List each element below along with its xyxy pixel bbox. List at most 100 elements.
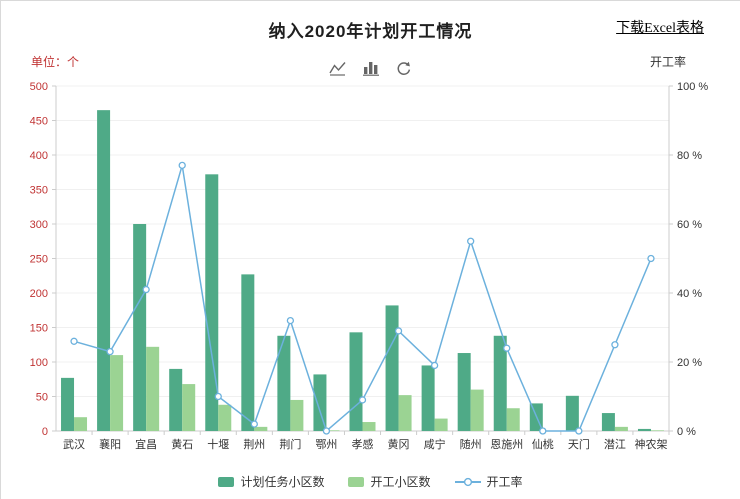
bar-plan[interactable] [205,174,219,431]
bar-plan[interactable] [241,274,255,431]
right-axis-tick-label: 20 % [677,357,702,369]
x-axis-label: 鄂州 [315,438,337,451]
bar-plan[interactable] [637,428,651,431]
rate-line-point[interactable] [178,161,186,169]
legend-swatch-plan [218,476,235,487]
legend-marker-rate-line-circle-icon [454,477,481,487]
rate-line-point[interactable] [503,344,511,352]
bar-started[interactable] [110,355,124,431]
bar-started[interactable] [182,384,196,431]
x-axis-label: 黄冈 [388,437,410,451]
legend-label-plan: 计划任务小区数 [240,475,325,489]
bar-plan[interactable] [385,305,399,431]
x-axis-label: 咸宁 [424,437,446,451]
bar-plan[interactable] [133,224,147,431]
left-axis-tick-label: 0 [42,426,48,438]
bar-plan[interactable] [169,368,183,431]
bar-started[interactable] [434,418,448,431]
bar-plan[interactable] [457,353,471,431]
rate-line-point[interactable] [250,420,258,428]
refresh-icon[interactable] [394,59,413,78]
legend-label-rate: 开工率 [486,475,523,489]
rate-line-point[interactable] [647,254,655,263]
bar-started[interactable] [254,426,268,431]
right-axis-tick-label: 40 % [677,288,702,300]
rate-line-point[interactable] [611,341,619,349]
left-axis-tick-label: 450 [30,116,48,128]
right-axis-tick-label: 60 % [677,219,702,231]
rate-line-point[interactable] [467,237,475,245]
bar-started[interactable] [362,422,376,431]
rate-line-point[interactable] [430,361,439,370]
bar-started[interactable] [146,346,160,431]
left-axis-tick-label: 250 [30,254,48,266]
bar-plan[interactable] [97,110,111,432]
chart-legend: 计划任务小区数 开工小区数 开工率 [1,473,740,490]
legend-label-started: 开工小区数 [370,475,431,489]
bar-started[interactable] [74,417,88,431]
bar-plan[interactable] [61,377,75,431]
x-axis-label: 潜江 [604,437,626,451]
chart-canvas: 0 50 100 150 200 250 300 350 400 450 500 0 % 20 % 40 … [30,81,709,451]
bar-plan[interactable] [565,395,579,431]
bar-plan[interactable] [493,335,507,431]
bar-started[interactable] [470,389,484,431]
bar-plan[interactable] [313,374,327,431]
line-chart-icon[interactable] [328,59,347,78]
right-axis-tick-label: 0 % [677,426,696,438]
bar-started[interactable] [326,430,340,431]
download-excel-link[interactable]: 下载Excel表格 [616,21,704,36]
rate-line-point[interactable] [214,392,222,401]
page-title: 纳入2020年计划开工情况 [268,22,473,41]
rate-line-point[interactable] [358,396,367,404]
left-axis-tick-label: 400 [30,150,48,162]
x-axis-label: 孝感 [352,438,374,451]
bar-started[interactable] [614,426,628,431]
bar-plan[interactable] [277,335,291,431]
bar-chart-icon[interactable] [361,59,380,78]
left-axis-tick-label: 100 [30,357,48,369]
x-axis-label: 神农架 [634,437,667,451]
right-axis-tick-label: 80 % [677,150,702,162]
bar-started[interactable] [218,404,232,431]
bar-started[interactable] [398,395,412,431]
rate-line-point[interactable] [286,316,295,325]
left-axis-unit-label: 单位：个 [31,55,80,69]
legend-swatch-started [348,476,365,487]
rate-line-point[interactable] [106,347,114,356]
rate-line-point[interactable] [539,427,547,435]
legend-item-rate[interactable]: 开工率 [454,473,523,490]
left-axis-tick-label: 500 [30,81,48,93]
x-axis-label: 恩施州 [490,438,523,451]
x-axis-label: 宜昌 [135,437,157,451]
x-axis-label: 荆门 [279,437,301,451]
x-axis-label: 黄石 [171,437,193,451]
bar-started[interactable] [650,430,664,431]
rate-line-point[interactable] [70,337,78,345]
rate-line-point[interactable] [142,285,150,294]
left-axis-tick-label: 50 [36,392,48,404]
x-axis-label: 随州 [460,437,482,451]
bar-plan[interactable] [601,413,615,431]
left-axis-tick-label: 350 [30,185,48,197]
bar-started[interactable] [506,408,520,431]
x-axis-label: 荆州 [243,438,265,451]
rate-line-point[interactable] [575,427,583,435]
legend-item-started[interactable]: 开工小区数 [348,473,431,490]
x-axis-label: 武汉 [63,438,85,451]
x-axis-label: 十堰 [207,437,229,451]
bar-plan[interactable] [421,365,435,431]
left-axis-tick-label: 300 [30,219,48,231]
bar-started[interactable] [290,399,304,431]
left-axis-tick-label: 150 [30,323,48,335]
x-axis-label: 仙桃 [532,437,554,451]
right-axis-tick-label: 100 % [677,81,708,93]
rate-line-point[interactable] [394,327,403,335]
x-axis-label: 天门 [568,437,590,451]
chart-toolbox [1,59,740,78]
left-axis-tick-label: 200 [30,288,48,300]
x-axis-label: 襄阳 [99,437,121,451]
rate-line-point[interactable] [322,427,331,435]
legend-item-plan[interactable]: 计划任务小区数 [218,473,324,490]
bar-plan[interactable] [349,332,363,431]
